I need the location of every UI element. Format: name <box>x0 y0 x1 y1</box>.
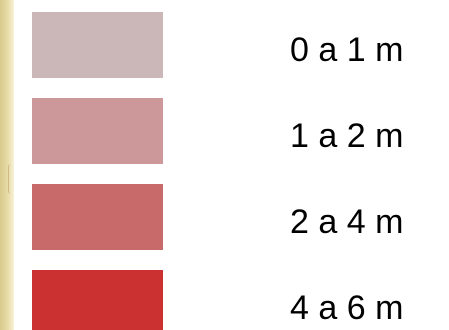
legend-swatch <box>32 184 163 250</box>
legend-label: 0 a 1 m <box>290 31 404 69</box>
map-feature-mark <box>8 164 15 194</box>
legend-item: 2 a 4 m <box>0 172 449 250</box>
legend-swatch <box>32 98 163 164</box>
legend-item: 4 a 6 m <box>0 258 449 330</box>
legend-item: 1 a 2 m <box>0 86 449 164</box>
legend-item: 0 a 1 m <box>0 0 449 78</box>
legend-label: 4 a 6 m <box>290 289 404 327</box>
legend-swatch <box>32 12 163 78</box>
legend-label: 2 a 4 m <box>290 203 404 241</box>
legend-swatch <box>32 270 163 330</box>
map-edge <box>0 0 14 330</box>
legend-label: 1 a 2 m <box>290 117 404 155</box>
